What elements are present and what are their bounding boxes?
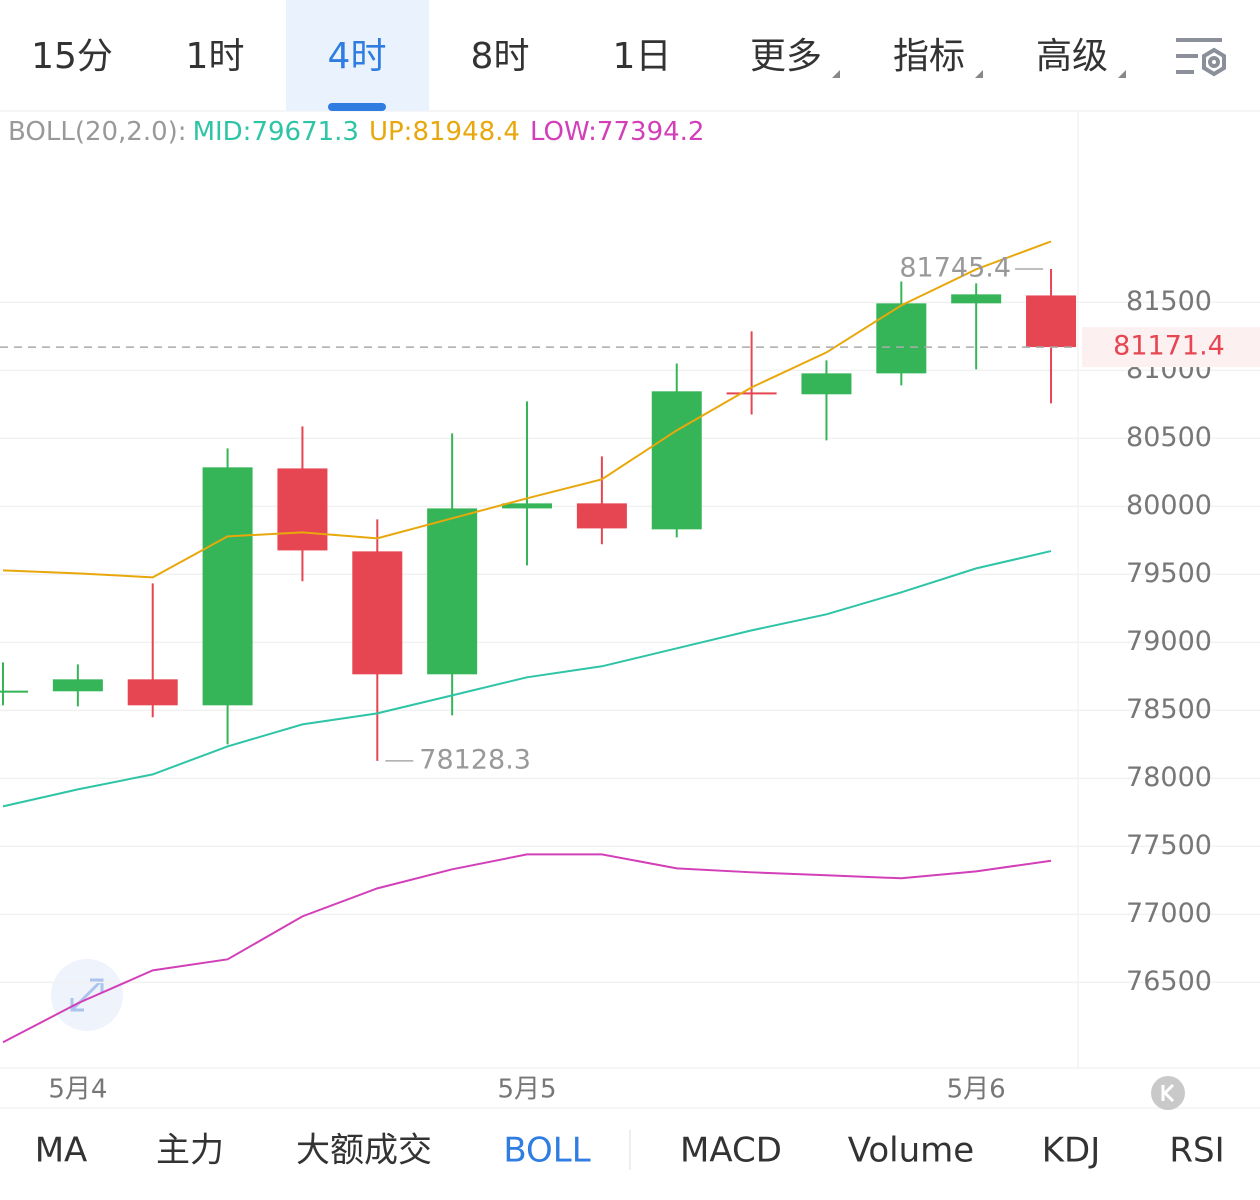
- back-icon: [1161, 1083, 1175, 1103]
- last-price-box: [1082, 327, 1260, 368]
- x-tick-label: 5月4: [48, 1075, 107, 1105]
- button-bg: [1151, 1076, 1185, 1110]
- plot-area: [0, 240, 1077, 1044]
- y-tick-label: 76500: [1126, 966, 1212, 997]
- timeframe-tab[interactable]: 1日: [613, 36, 672, 77]
- candle-body: [651, 391, 702, 530]
- x-tick-label: 5月5: [497, 1075, 556, 1105]
- candle-body: [0, 690, 28, 693]
- legend-entry: MID:79671.3: [193, 117, 359, 147]
- icon-dot: [1208, 56, 1220, 68]
- indicator-legend: BOLL(20,2.0): MID:79671.3 UP:81948.4 LOW:77…: [8, 117, 704, 147]
- indicator-tab[interactable]: Volume: [848, 1131, 974, 1171]
- tab-label: 15分: [31, 36, 113, 77]
- y-tick-label: 78000: [1126, 762, 1212, 793]
- legend-entry: UP:81948.4: [369, 117, 520, 147]
- candle-body: [277, 468, 328, 551]
- y-tick-label: 80500: [1126, 422, 1212, 453]
- candle-body: [951, 294, 1002, 304]
- tab-label: 高级: [1036, 36, 1108, 77]
- max-label: 81745.4: [899, 253, 1011, 284]
- last-price-label: 81171.4: [1113, 331, 1225, 362]
- y-tick-label: 79000: [1126, 626, 1212, 657]
- timeframe-tab[interactable]: 4时: [286, 0, 429, 111]
- indicator-tab[interactable]: 大额成交: [296, 1131, 432, 1171]
- y-tick-label: 77000: [1126, 898, 1212, 929]
- y-tick-label: 81500: [1126, 286, 1212, 317]
- dropdown-caret: [975, 70, 983, 78]
- indicator-tab[interactable]: MA: [35, 1131, 88, 1171]
- tab-underline: [328, 103, 386, 111]
- tab-label: 指标: [893, 36, 965, 77]
- boll-line: [2, 853, 1052, 1044]
- indicator-tab[interactable]: 主力: [156, 1131, 224, 1171]
- legend-entry: LOW:77394.2: [530, 117, 704, 147]
- indicator-tab[interactable]: RSI: [1169, 1131, 1224, 1171]
- candle-body: [726, 392, 777, 395]
- x-tick-label: 5月6: [947, 1075, 1006, 1105]
- tab-label: 4时: [328, 36, 387, 77]
- indicator-tab[interactable]: MACD: [680, 1131, 782, 1171]
- expand-icon: [70, 978, 104, 1012]
- min-label: 78128.3: [419, 744, 531, 775]
- dropdown-caret: [832, 70, 840, 78]
- timeframe-tab[interactable]: 高级: [1036, 36, 1126, 78]
- tab-label: 更多: [750, 36, 822, 77]
- legend-entry: BOLL(20,2.0):: [8, 117, 187, 147]
- candle-body: [801, 373, 852, 395]
- y-tick-label: 79500: [1126, 558, 1212, 589]
- candle-body: [52, 679, 103, 692]
- y-tick-label: 80000: [1126, 490, 1212, 521]
- candle-body: [876, 303, 927, 374]
- tab-label: 1时: [186, 36, 245, 77]
- candle-body: [352, 551, 403, 675]
- y-tick-label: 77500: [1126, 830, 1212, 861]
- candle-body: [1026, 295, 1077, 348]
- candle-body: [127, 679, 178, 706]
- timeframe-tab[interactable]: 1时: [186, 36, 245, 77]
- dropdown-caret: [1118, 70, 1126, 78]
- tab-highlight: [286, 0, 429, 111]
- back-button[interactable]: [1151, 1076, 1185, 1110]
- indicator-tab[interactable]: KDJ: [1042, 1131, 1101, 1171]
- timeframe-tab[interactable]: 8时: [471, 36, 530, 77]
- expand-button[interactable]: [51, 959, 123, 1031]
- candle-body: [502, 503, 553, 509]
- candle-body: [576, 503, 627, 529]
- candle-body: [202, 467, 253, 706]
- icon-hex: [1202, 47, 1226, 77]
- indicator-tab[interactable]: BOLL: [503, 1131, 590, 1171]
- candle-body: [427, 508, 478, 675]
- timeframe-tab[interactable]: 更多: [750, 36, 840, 78]
- timeframe-tab[interactable]: 指标: [893, 36, 983, 78]
- tab-label: 1日: [613, 36, 672, 77]
- y-tick-label: 78500: [1126, 694, 1212, 725]
- tab-label: 8时: [471, 36, 530, 77]
- boll-line: [2, 550, 1052, 808]
- boll-line: [2, 240, 1052, 579]
- timeframe-tab[interactable]: 15分: [31, 36, 113, 77]
- settings-icon[interactable]: [1176, 38, 1226, 77]
